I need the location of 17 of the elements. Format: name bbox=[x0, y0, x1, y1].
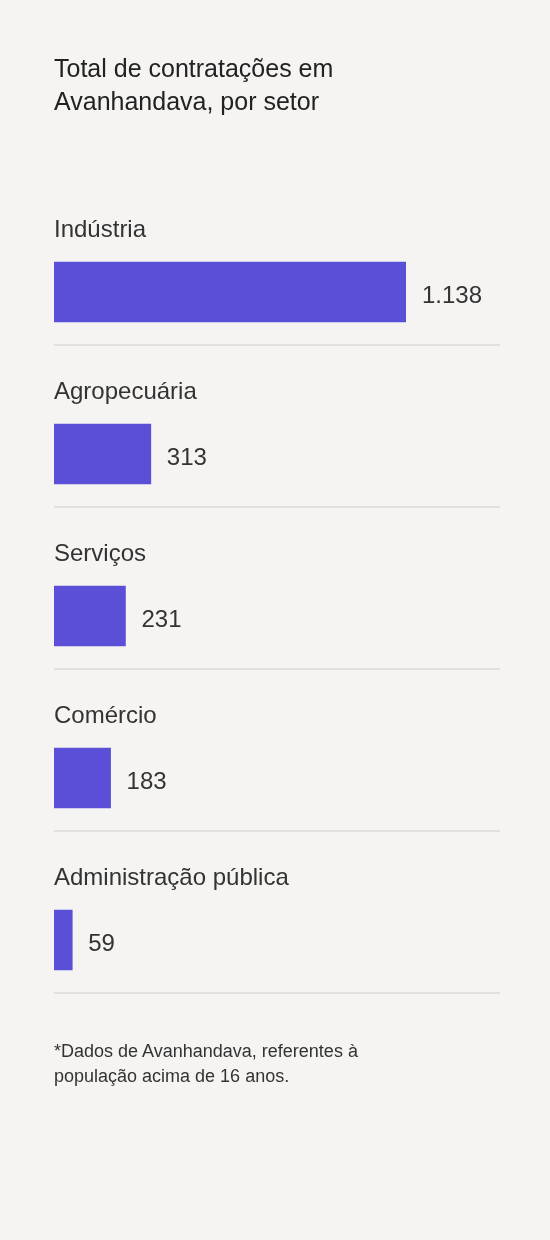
y-tick-label: Agropecuária bbox=[54, 376, 198, 404]
y-tick-label: Comércio bbox=[54, 700, 157, 728]
data-label: 183 bbox=[126, 766, 167, 794]
y-tick-label: Administração pública bbox=[54, 862, 290, 890]
data-label: 313 bbox=[166, 442, 207, 470]
bar bbox=[54, 909, 73, 971]
bar bbox=[54, 423, 152, 485]
bar bbox=[54, 747, 111, 809]
data-label: 1.138 bbox=[422, 280, 483, 308]
bar bbox=[54, 585, 126, 647]
y-tick-label: Indústria bbox=[54, 214, 147, 242]
y-tick-label: Serviços bbox=[54, 538, 147, 566]
data-label: 59 bbox=[88, 928, 115, 956]
text: *Dados de Avanhandava, referentes à população acima de 16 anos. bbox=[54, 1040, 359, 1088]
chart-title: Total de contratações em Avanhandava, por setor bbox=[54, 53, 335, 117]
data-label: 231 bbox=[141, 604, 182, 632]
bar bbox=[54, 261, 406, 323]
